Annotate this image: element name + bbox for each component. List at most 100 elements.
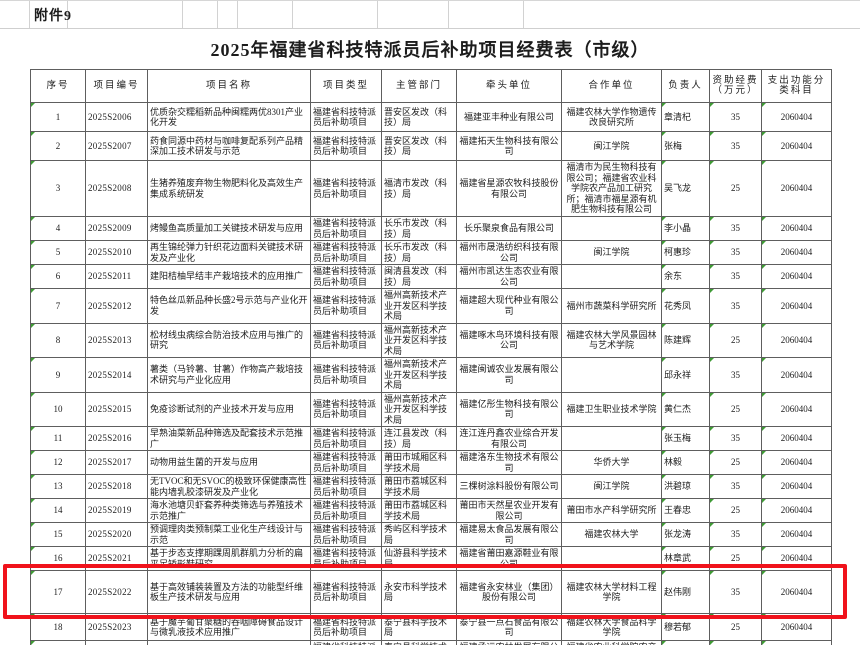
cell-project-name: 薯类（马铃薯、甘薯）作物高产栽培技术研究与产业化应用	[147, 357, 311, 393]
cell-serial-number: 3	[30, 160, 86, 217]
cell-person-in-charge: 赵伟刚	[661, 570, 710, 614]
grid-line	[29, 1, 30, 28]
table-row: 5 2025S2010 再生锦纶弹力针织花边面料关键技术研发及产业化 福建省科技…	[30, 240, 832, 265]
header-subject: 支出功能分类科目	[761, 69, 832, 103]
header-partner: 合作单位	[561, 69, 662, 103]
cell-person-in-charge: 章清杞	[661, 102, 710, 132]
cell-project-name: 生猪养殖废弃物生物肥料化及高效生产集成系统研发	[147, 160, 311, 217]
table-row: 2 2025S2007 药食同源中药材与咖啡复配系列产品精深加工技术研发与示范 …	[30, 131, 832, 161]
cell-project-name: 提升黄花菜品质的栽培及加工技术示范	[147, 640, 311, 645]
cell-funding-amount: 25	[709, 160, 762, 217]
cell-project-name: 特色丝瓜新品种长盛2号示范与产业化开发	[147, 288, 311, 324]
cell-cooperation-unit: 福建农林大学食品科学学院	[561, 613, 662, 641]
cell-project-name: 海水池塘贝虾套养种类筛选与养殖技术示范推广	[147, 498, 311, 523]
cell-project-code: 2025S2022	[85, 570, 148, 614]
cell-supervising-department: 泰宁县科学技术局	[381, 640, 457, 645]
cell-person-in-charge: 陈建辉	[661, 322, 710, 358]
cell-serial-number: 6	[30, 264, 86, 289]
table-row: 18 2025S2023 基于魔芋葡甘聚糖的吞咽障碍食品设计与微乳液技术应用推广…	[30, 613, 832, 641]
page-title: 2025年福建省科技特派员后补助项目经费表（市级）	[210, 40, 650, 60]
table-row: 8 2025S2013 松材线虫病综合防治技术应用与推广的研究 福建省科技特派员…	[30, 322, 832, 358]
cell-expenditure-subject: 2060404	[761, 522, 832, 547]
cell-cooperation-unit	[561, 216, 662, 241]
header-code: 项目编号	[85, 69, 148, 103]
table-row: 15 2025S2020 预调理肉类预制菜工业化生产线设计与示范 福建省科技特派…	[30, 522, 832, 547]
cell-project-type: 福建省科技特派员后补助项目	[310, 522, 382, 547]
cell-cooperation-unit: 闽江学院	[561, 474, 662, 499]
cell-serial-number: 4	[30, 216, 86, 241]
cell-supervising-department: 莆田市荔城区科学技术局	[381, 474, 457, 499]
cell-project-type: 福建省科技特派员后补助项目	[310, 391, 382, 427]
cell-project-type: 福建省科技特派员后补助项目	[310, 450, 382, 475]
cell-supervising-department: 永安市科学技术局	[381, 570, 457, 614]
cell-project-type: 福建省科技特派员后补助项目	[310, 264, 382, 289]
cell-project-name: 药食同源中药材与咖啡复配系列产品精深加工技术研发与示范	[147, 131, 311, 161]
grid-line	[237, 1, 238, 28]
table-row: 9 2025S2014 薯类（马铃薯、甘薯）作物高产栽培技术研究与产业化应用 福…	[30, 357, 832, 393]
grid-line	[67, 1, 68, 28]
header-type: 项目类型	[310, 69, 382, 103]
cell-expenditure-subject: 2060404	[761, 450, 832, 475]
cell-lead-unit: 福州市晟浩纺织科技有限公司	[456, 240, 562, 265]
cell-supervising-department: 连江县发改（科技）局	[381, 426, 457, 451]
cell-supervising-department: 长乐市发改（科技）局	[381, 240, 457, 265]
cell-serial-number: 18	[30, 613, 86, 641]
cell-funding-amount: 35	[709, 131, 762, 161]
cell-lead-unit: 福建省莆田嘉源鞋业有限公司	[456, 546, 562, 571]
cell-supervising-department: 仙游县科学技术局	[381, 546, 457, 571]
grid-line	[217, 1, 218, 28]
cell-project-code: 2025S2012	[85, 288, 148, 324]
cell-supervising-department: 莆田市荔城区科学技术局	[381, 498, 457, 523]
header-lead: 牵头单位	[456, 69, 562, 103]
cell-expenditure-subject: 2060404	[761, 160, 832, 217]
cell-serial-number: 10	[30, 391, 86, 427]
cell-serial-number: 5	[30, 240, 86, 265]
cell-cooperation-unit	[561, 546, 662, 571]
cell-expenditure-subject: 2060404	[761, 288, 832, 324]
cell-cooperation-unit: 福建农林大学作物遗传改良研究所	[561, 102, 662, 132]
cell-funding-amount: 35	[709, 264, 762, 289]
cell-lead-unit: 莆田市天然星农业开发有限公司	[456, 498, 562, 523]
cell-project-type: 福建省科技特派员后补助项目	[310, 131, 382, 161]
grid-line	[523, 1, 524, 28]
cell-serial-number: 13	[30, 474, 86, 499]
cell-expenditure-subject: 2060404	[761, 474, 832, 499]
cell-supervising-department: 闽清县发改（科技）局	[381, 264, 457, 289]
cell-serial-number: 7	[30, 288, 86, 324]
cell-project-code: 2025S2008	[85, 160, 148, 217]
cell-project-name: 松材线虫病综合防治技术应用与推广的研究	[147, 322, 311, 358]
cell-cooperation-unit: 闽江学院	[561, 131, 662, 161]
cell-serial-number: 15	[30, 522, 86, 547]
grid-line	[377, 1, 378, 28]
title-bar: 2025年福建省科技特派员后补助项目经费表（市级）	[0, 29, 860, 69]
cell-expenditure-subject: 2060404	[761, 640, 832, 645]
cell-project-code: 2025S2016	[85, 426, 148, 451]
cell-person-in-charge: 王春忠	[661, 498, 710, 523]
cell-expenditure-subject: 2060404	[761, 391, 832, 427]
table-row: 7 2025S2012 特色丝瓜新品种长盛2号示范与产业化开发 福建省科技特派员…	[30, 288, 832, 324]
cell-person-in-charge: 穆若郁	[661, 613, 710, 641]
cell-expenditure-subject: 2060404	[761, 357, 832, 393]
cell-cooperation-unit: 莆田市水产科学研究所	[561, 498, 662, 523]
cell-lead-unit: 福建省星源农牧科技股份有限公司	[456, 160, 562, 217]
cell-lead-unit: 泰宁县一点石食品有限公司	[456, 613, 562, 641]
cell-project-type: 福建省科技特派员后补助项目	[310, 240, 382, 265]
cell-serial-number: 17	[30, 570, 86, 614]
cell-person-in-charge: 余东	[661, 264, 710, 289]
cell-expenditure-subject: 2060404	[761, 322, 832, 358]
cell-project-name: 免疫诊断试剂的产业技术开发与应用	[147, 391, 311, 427]
table-row: 11 2025S2016 早熟油菜新品种筛选及配套技术示范推广 福建省科技特派员…	[30, 426, 832, 451]
cell-project-type: 福建省科技特派员后补助项目	[310, 426, 382, 451]
cell-expenditure-subject: 2060404	[761, 613, 832, 641]
cell-lead-unit: 福建洛东生物技术有限公司	[456, 450, 562, 475]
cell-supervising-department: 秀屿区科学技术局	[381, 522, 457, 547]
table-row: 17 2025S2022 基于高效铺装装置及方法的功能型纤维板生产技术研发与应用…	[30, 570, 832, 614]
cell-cooperation-unit: 福建卫生职业技术学院	[561, 391, 662, 427]
cell-lead-unit: 福建亿彤生物科技有限公司	[456, 391, 562, 427]
cell-funding-amount: 35	[709, 522, 762, 547]
cell-expenditure-subject: 2060404	[761, 570, 832, 614]
cell-serial-number: 19	[30, 640, 86, 645]
cell-lead-unit: 福建闽诚农业发展有限公司	[456, 357, 562, 393]
cell-person-in-charge: 黄仁杰	[661, 391, 710, 427]
